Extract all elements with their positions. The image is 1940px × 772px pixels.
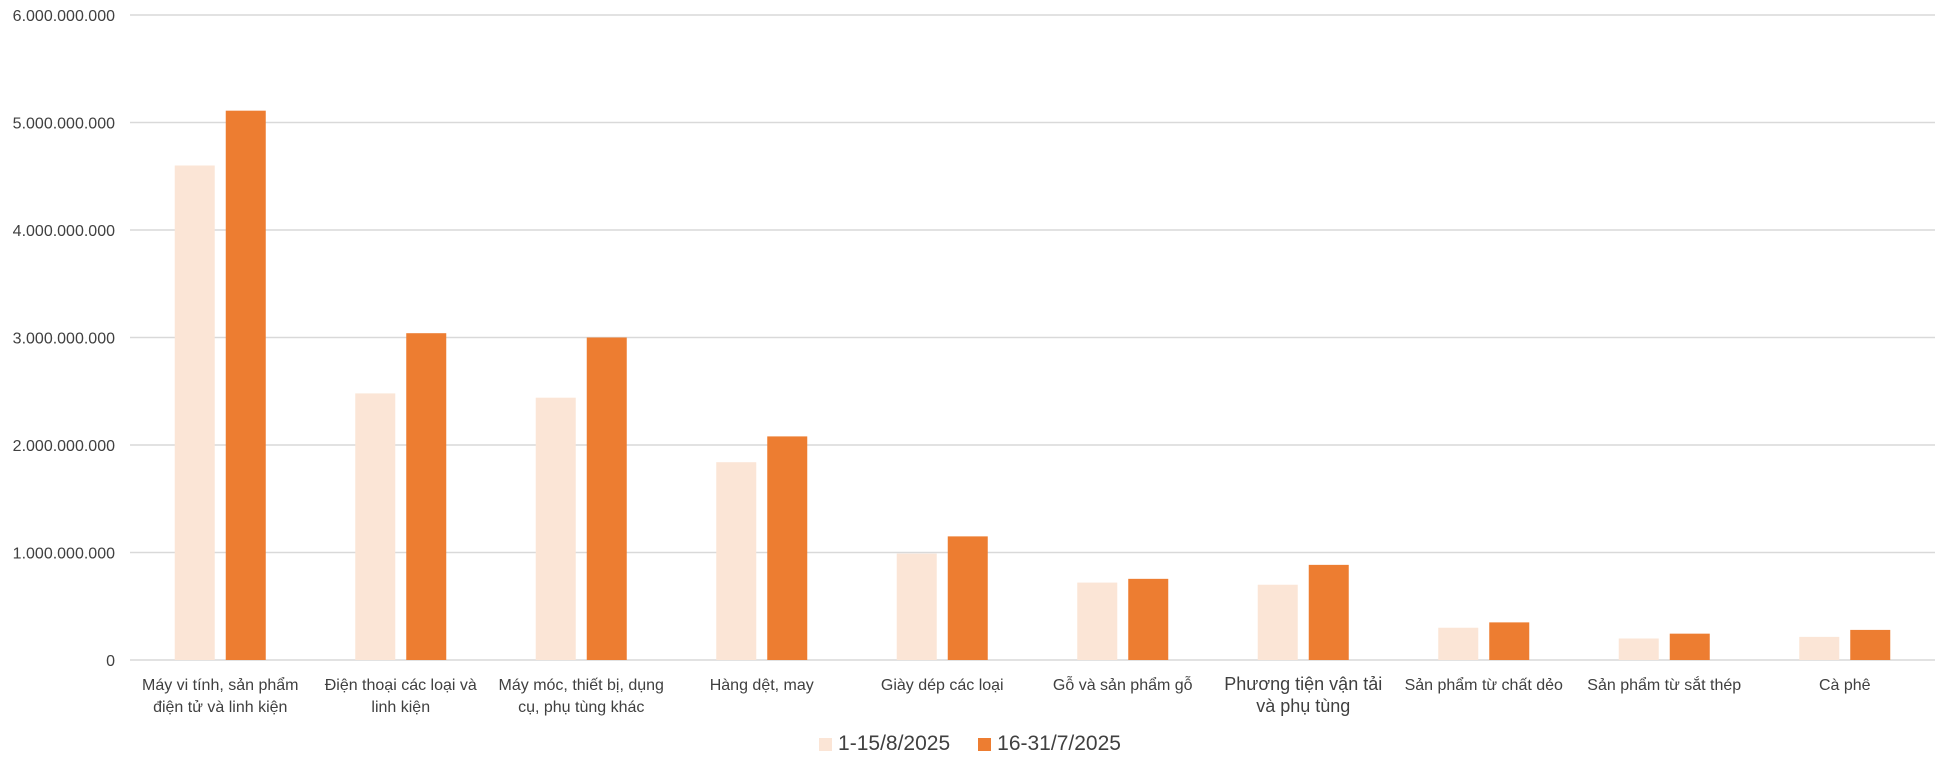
bar-series-1 (355, 393, 396, 660)
bar-series-1 (896, 553, 937, 660)
y-axis-tick-labels: 0 1.000.000.000 2.000.000.000 3.000.000.000… (13, 8, 115, 670)
y-tick-label: 2.000.000.000 (13, 438, 115, 455)
bar-series-1 (1618, 638, 1659, 660)
bar-series-2 (586, 337, 627, 660)
bar-series-2 (1669, 633, 1710, 660)
x-axis-category-labels: Máy vi tính, sản phẩm điện tử và linh kiệ… (142, 674, 1871, 716)
y-tick-label: 5.000.000.000 (13, 116, 115, 133)
legend-item-series-2: 16-31/7/2025 (978, 732, 1121, 756)
bar-series-2 (767, 436, 808, 660)
x-category-label: Gỗ và sản phẩm gỗ (1053, 675, 1193, 694)
x-category-label: Sản phẩm từ chất dẻo (1405, 676, 1563, 694)
bar-series-1 (1077, 582, 1118, 660)
x-category-label: Phương tiện vận tải và phụ tùng (1224, 674, 1382, 716)
bar-series-2 (947, 536, 988, 660)
bar-series-1 (1799, 636, 1840, 660)
x-category-label: Điện thoại các loại và linh kiện (325, 677, 477, 716)
x-category-label: Sản phẩm từ sắt thép (1587, 675, 1741, 694)
bar-series-1 (1438, 627, 1479, 660)
bar-series-1 (716, 462, 757, 660)
y-tick-label: 3.000.000.000 (13, 331, 115, 348)
y-tick-label: 1.000.000.000 (13, 546, 115, 563)
x-category-label: Máy vi tính, sản phẩm điện tử và linh kiệ… (142, 676, 299, 716)
bar-series-1 (174, 165, 215, 660)
legend-label-series-1: 1-15/8/2025 (838, 732, 951, 755)
y-tick-label: 0 (106, 653, 115, 670)
bar-series-2 (225, 110, 266, 661)
x-category-label: Giày dép các loại (881, 677, 1004, 694)
bar-series-2 (1308, 564, 1349, 660)
y-tick-label: 6.000.000.000 (13, 8, 115, 25)
bar-series-2 (1128, 578, 1169, 660)
legend: 1-15/8/2025 16-31/7/2025 (0, 732, 1940, 756)
x-category-label: Cà phê (1819, 677, 1871, 694)
bar-series-2 (1850, 629, 1891, 660)
bar-series-1 (1257, 584, 1298, 660)
x-category-label: Máy móc, thiết bị, dụng cụ, phụ tùng khác (499, 677, 664, 716)
bars (174, 110, 1891, 661)
bar-series-2 (406, 333, 447, 660)
legend-swatch-series-1 (819, 737, 833, 751)
gridlines (130, 14, 1935, 661)
legend-swatch-series-2 (978, 737, 992, 751)
legend-label-series-2: 16-31/7/2025 (997, 732, 1121, 755)
y-tick-label: 4.000.000.000 (13, 223, 115, 240)
bar-series-1 (535, 397, 576, 660)
bar-series-2 (1489, 622, 1530, 660)
legend-item-series-1: 1-15/8/2025 (819, 732, 950, 756)
x-category-label: Hàng dệt, may (710, 677, 814, 694)
